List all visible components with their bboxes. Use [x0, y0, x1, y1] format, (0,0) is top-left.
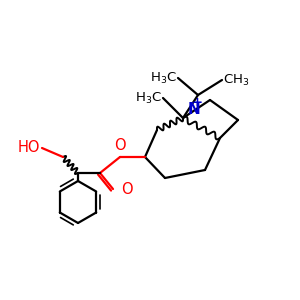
Text: O: O — [114, 138, 126, 153]
Text: +: + — [191, 97, 203, 110]
Text: CH$_3$: CH$_3$ — [223, 72, 250, 88]
Text: H$_3$C: H$_3$C — [135, 90, 162, 106]
Text: O: O — [121, 182, 133, 197]
Text: N: N — [188, 103, 201, 118]
Text: HO: HO — [17, 140, 40, 155]
Text: H$_3$C: H$_3$C — [150, 70, 177, 86]
